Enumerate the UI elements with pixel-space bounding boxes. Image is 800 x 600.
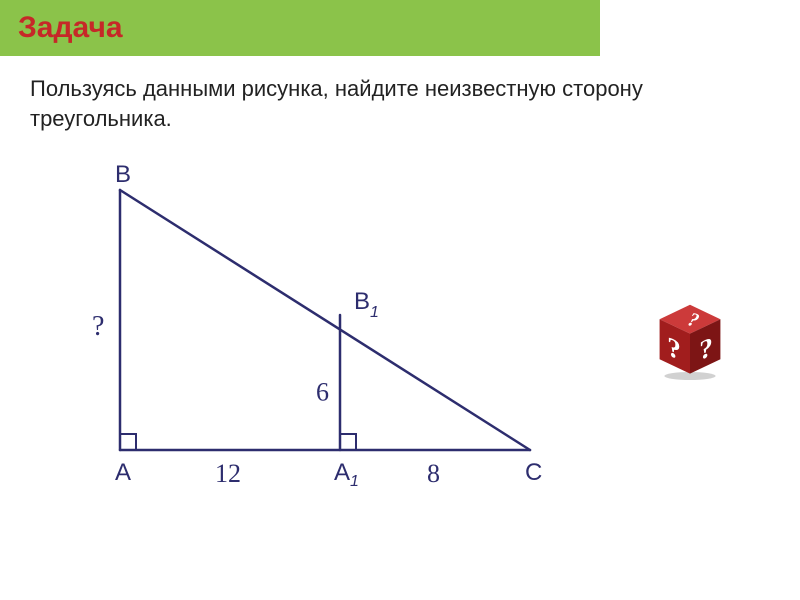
svg-text:1: 1: [370, 304, 379, 321]
svg-text:B: B: [354, 288, 370, 315]
header-title: Задача: [18, 11, 123, 45]
svg-text:?: ?: [92, 311, 104, 342]
header-bar: Задача: [0, 0, 600, 56]
dice-icon: ???: [650, 300, 730, 380]
svg-text:?: ?: [699, 332, 713, 368]
svg-text:1: 1: [350, 473, 359, 490]
svg-text:A: A: [334, 459, 350, 486]
svg-text:6: 6: [316, 378, 329, 407]
triangle-diagram: BACB1A1?6128: [60, 170, 580, 510]
svg-text:C: C: [525, 459, 542, 486]
svg-text:B: B: [115, 161, 131, 188]
svg-text:8: 8: [427, 459, 440, 488]
task-text: Пользуясь данными рисунка, найдите неизв…: [0, 56, 800, 133]
svg-text:A: A: [115, 459, 131, 486]
svg-text:?: ?: [667, 332, 681, 368]
svg-text:12: 12: [215, 459, 241, 488]
